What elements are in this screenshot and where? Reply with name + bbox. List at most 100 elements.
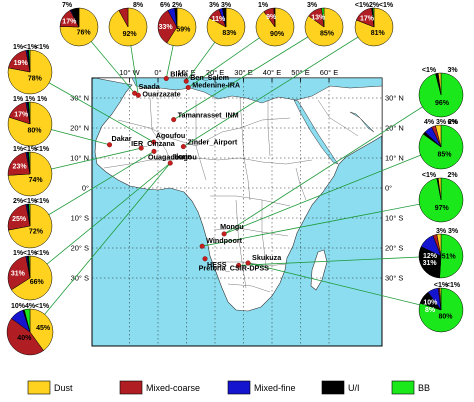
pie-chart[interactable]: 51% 31%12% 3% 3% [418, 228, 464, 279]
pie-percent-label: 80% [439, 314, 454, 321]
pie-percent-label: 4% [25, 303, 36, 310]
pie-chart[interactable]: 92% 8% [108, 2, 148, 47]
pie-connector-line [29, 151, 155, 227]
madagascar [310, 249, 328, 291]
pie-percent-label: 83% [222, 30, 237, 37]
pie-slice-dust [354, 7, 394, 47]
pie-percent-label: 33% [159, 24, 174, 31]
pie-chart[interactable]: 85% 13% 3% [304, 2, 344, 47]
pie-chart[interactable]: 81% 17% <1% 2% <1% [354, 2, 394, 47]
legend-label: Dust [54, 383, 73, 393]
site-marker[interactable] [167, 160, 173, 166]
site-marker[interactable] [202, 256, 208, 262]
pie-percent-label: 13% [311, 15, 326, 22]
pie-percent-label: 40% [17, 335, 32, 342]
pie-percent-label: 19% [14, 60, 29, 67]
pie-percent-label: 31% [423, 260, 438, 267]
pie-percent-label: 4% [424, 119, 435, 126]
pie-chart[interactable]: 90% 9% 1% [255, 2, 295, 47]
legend: Dust Mixed-coarse Mixed-fine U/I BB [27, 380, 430, 395]
pie-chart[interactable]: 74%23%1% <1%<1% [7, 146, 53, 197]
pie-chart[interactable]: 83% 11% 3% 3% [206, 2, 246, 47]
site-marker[interactable] [151, 148, 157, 154]
pie-percent-label: 45% [36, 325, 51, 332]
pie-chart[interactable]: 59%33% 6% 2% [157, 2, 197, 47]
pie-slice-ui [274, 7, 276, 28]
site-marker[interactable] [132, 90, 138, 96]
pie-percent-label: 8% [133, 2, 144, 9]
y-tick-label-right: 0° [385, 184, 392, 193]
pie-percent-label: 1% [13, 96, 24, 103]
site-marker[interactable] [221, 231, 227, 237]
x-tick-label: 0° [154, 68, 161, 77]
pie-percent-label: 8% [425, 307, 436, 314]
pie-chart[interactable]: 72%25%2% <1%<1% [7, 198, 53, 249]
y-tick-label: 30° N [70, 94, 89, 103]
site-marker[interactable] [163, 75, 169, 81]
pie-percent-label: <1% [422, 172, 437, 179]
pie-connector-line [29, 162, 171, 279]
y-tick-label-right: 10° S [385, 214, 403, 223]
site-marker[interactable] [138, 145, 144, 151]
pie-connector-line [29, 71, 154, 143]
pie-chart[interactable]: 85% 6% 4% 3% 2% [418, 119, 464, 170]
legend-swatch-bb [391, 380, 415, 395]
pie-percent-label: 1% [13, 44, 24, 51]
site-label: HESS [207, 260, 227, 269]
pie-percent-label: 90% [270, 31, 285, 38]
site-marker[interactable] [180, 144, 186, 150]
pie-percent-label: 76% [77, 29, 92, 36]
pie-slice-mixed-coarse [118, 7, 129, 28]
pie-slice-ui [174, 7, 178, 28]
pie-slice-bb [321, 7, 325, 28]
x-tick-label: 40° E [263, 68, 281, 77]
x-tick-label: 20° E [206, 68, 224, 77]
pie-percent-label: 25% [12, 216, 27, 223]
pie-chart[interactable]: 96% 3% <1% [418, 67, 464, 118]
pie-percent-label: 1% [13, 146, 24, 153]
pie-percent-label: 23% [13, 163, 28, 170]
pie-slice-bb [372, 7, 375, 28]
site-marker[interactable] [171, 117, 177, 123]
pie-slice-bb [439, 233, 464, 279]
site-label: Saada [139, 82, 161, 91]
legend-swatch-mixed-coarse [119, 380, 143, 395]
pie-slice-mixed-coarse [7, 204, 31, 231]
y-tick-labels: 30° N 30° N 20° N 20° N 10° N 10° N 0° 0° 10° S 1… [70, 94, 404, 283]
pie-percent-label: 78% [28, 75, 43, 82]
pie-percent-label: 11% [212, 16, 226, 23]
pie-chart[interactable]: 80%10%8% <1%<1% [418, 282, 464, 333]
pie-percent-label: 6% [160, 2, 171, 9]
pie-slice-dust [437, 72, 442, 96]
site-marker[interactable] [183, 78, 189, 84]
site-marker[interactable] [236, 262, 242, 268]
site-marker[interactable] [135, 92, 141, 98]
pie-percent-label: 51% [442, 254, 457, 261]
site-marker[interactable] [185, 84, 191, 90]
pie-percent-label: 81% [371, 30, 386, 37]
y-tick-label-right: 10° N [385, 154, 404, 163]
pie-charts: 76%17%7%92%8%59%33%6% 2%83%11%3% 3%90%9%1%… [6, 2, 464, 356]
pie-chart[interactable]: 78%19%1% <1%<1% [7, 44, 53, 95]
pie-percent-label: 85% [437, 151, 452, 158]
pie-percent-label: <1% [422, 67, 437, 74]
site-marker[interactable] [151, 139, 157, 145]
pie-chart[interactable]: 97% 2% <1% [418, 172, 464, 223]
site-marker[interactable] [199, 243, 205, 249]
pie-chart[interactable]: 80%17%1% 1% 1% [7, 96, 53, 147]
pie-slice-mixed-coarse [6, 318, 44, 356]
pie-chart[interactable]: 40% 45% 10% 4% <1% [6, 303, 54, 356]
x-tick-label: 60° E [320, 68, 338, 77]
site-marker[interactable] [245, 260, 251, 266]
pie-percent-label: 1% [25, 96, 36, 103]
y-tick-label-right: 20° S [385, 244, 403, 253]
site-label: Blida [170, 70, 189, 79]
pie-percent-label: 17% [62, 18, 77, 25]
x-tick-labels: 10° W 0° 10° E 20° E 30° E 40° E 50° E 60° E [119, 68, 338, 82]
pie-chart[interactable]: 76%17% 7% [59, 2, 99, 47]
pie-chart[interactable]: 66%31%1% <1%<1% [7, 250, 53, 301]
pie-connector-line [223, 94, 442, 235]
site-label: Windpoort [206, 236, 242, 245]
site-marker[interactable] [107, 142, 113, 148]
